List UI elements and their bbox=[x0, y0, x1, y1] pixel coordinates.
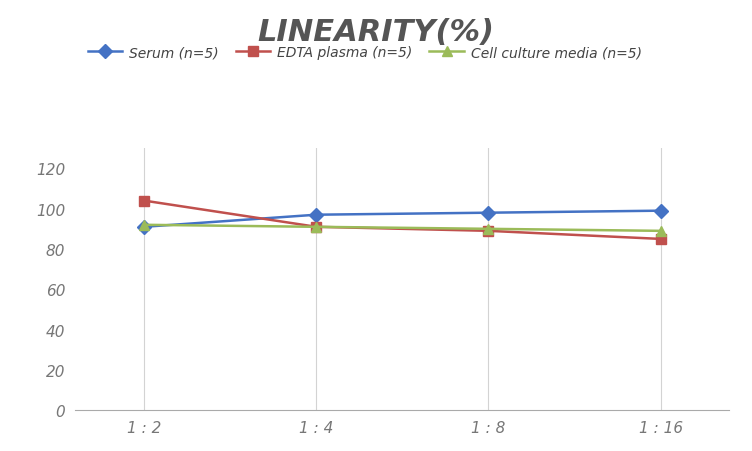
Cell culture media (n=5) bbox=[656, 229, 665, 234]
Serum (n=5) bbox=[312, 212, 321, 218]
Cell culture media (n=5) bbox=[312, 225, 321, 230]
EDTA plasma (n=5) bbox=[312, 225, 321, 230]
Serum (n=5) bbox=[484, 211, 493, 216]
Line: Cell culture media (n=5): Cell culture media (n=5) bbox=[139, 221, 666, 236]
Cell culture media (n=5) bbox=[140, 223, 149, 228]
Text: LINEARITY(%): LINEARITY(%) bbox=[257, 18, 495, 47]
Serum (n=5) bbox=[656, 208, 665, 214]
Legend: Serum (n=5), EDTA plasma (n=5), Cell culture media (n=5): Serum (n=5), EDTA plasma (n=5), Cell cul… bbox=[82, 41, 647, 66]
Serum (n=5) bbox=[140, 225, 149, 230]
EDTA plasma (n=5) bbox=[140, 198, 149, 204]
Cell culture media (n=5) bbox=[484, 226, 493, 232]
EDTA plasma (n=5) bbox=[656, 237, 665, 242]
Line: EDTA plasma (n=5): EDTA plasma (n=5) bbox=[139, 196, 666, 244]
EDTA plasma (n=5) bbox=[484, 229, 493, 234]
Line: Serum (n=5): Serum (n=5) bbox=[139, 207, 666, 232]
